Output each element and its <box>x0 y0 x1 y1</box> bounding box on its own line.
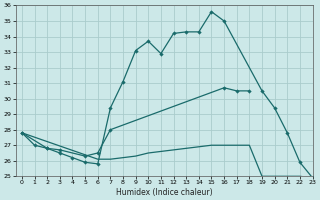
X-axis label: Humidex (Indice chaleur): Humidex (Indice chaleur) <box>116 188 212 197</box>
